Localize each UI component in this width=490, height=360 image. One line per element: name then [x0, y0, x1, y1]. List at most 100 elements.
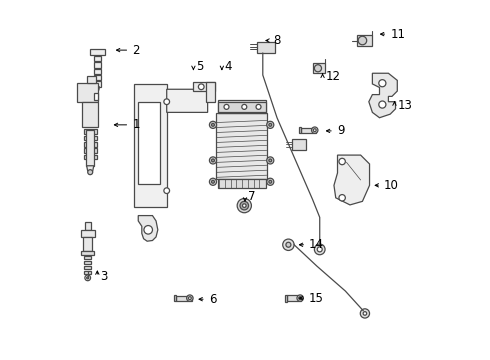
- Circle shape: [212, 123, 215, 126]
- Polygon shape: [90, 49, 105, 55]
- Polygon shape: [95, 87, 99, 90]
- Circle shape: [209, 157, 217, 164]
- Text: 12: 12: [325, 70, 341, 83]
- Bar: [194, 82, 215, 91]
- Circle shape: [87, 277, 89, 279]
- Text: 2: 2: [132, 44, 140, 57]
- Circle shape: [267, 178, 274, 185]
- Circle shape: [339, 158, 345, 165]
- Polygon shape: [299, 127, 301, 134]
- Bar: [83, 237, 92, 251]
- Circle shape: [144, 226, 152, 234]
- Circle shape: [237, 198, 251, 213]
- Text: 5: 5: [196, 60, 204, 73]
- Circle shape: [243, 204, 246, 207]
- Bar: [216, 113, 268, 179]
- Circle shape: [212, 159, 215, 162]
- Circle shape: [269, 159, 271, 162]
- Circle shape: [88, 170, 93, 175]
- Polygon shape: [81, 230, 95, 237]
- Bar: [77, 83, 98, 103]
- Circle shape: [269, 123, 271, 126]
- Text: 15: 15: [309, 292, 324, 305]
- Polygon shape: [167, 89, 208, 112]
- Bar: [293, 139, 306, 150]
- Circle shape: [164, 188, 170, 194]
- Text: 3: 3: [100, 270, 107, 283]
- Circle shape: [358, 36, 367, 45]
- Bar: [175, 296, 192, 301]
- Circle shape: [363, 312, 367, 315]
- Circle shape: [360, 309, 369, 318]
- Bar: [94, 75, 100, 80]
- Circle shape: [267, 157, 274, 164]
- Bar: [94, 69, 100, 74]
- Circle shape: [315, 244, 325, 255]
- Bar: [357, 35, 372, 46]
- Bar: [218, 179, 266, 188]
- Circle shape: [269, 180, 271, 183]
- Polygon shape: [285, 294, 287, 302]
- Bar: [94, 62, 100, 68]
- Circle shape: [187, 295, 193, 301]
- Circle shape: [198, 84, 204, 90]
- Circle shape: [312, 127, 318, 134]
- Bar: [84, 148, 97, 153]
- Bar: [94, 93, 98, 100]
- Text: 10: 10: [384, 179, 399, 192]
- Bar: [94, 56, 100, 61]
- Bar: [301, 128, 316, 133]
- Bar: [84, 155, 97, 159]
- Bar: [287, 295, 301, 301]
- Circle shape: [209, 121, 217, 129]
- Bar: [313, 63, 325, 73]
- Bar: [134, 84, 167, 207]
- Circle shape: [212, 180, 215, 183]
- Bar: [84, 129, 97, 134]
- Circle shape: [313, 129, 316, 132]
- Bar: [257, 42, 275, 53]
- Bar: [84, 135, 97, 140]
- Bar: [138, 102, 160, 184]
- Circle shape: [315, 65, 321, 72]
- Circle shape: [286, 242, 291, 247]
- Circle shape: [379, 80, 386, 87]
- Bar: [87, 76, 96, 83]
- Circle shape: [242, 104, 247, 109]
- Bar: [84, 256, 91, 259]
- Circle shape: [209, 178, 217, 185]
- Polygon shape: [87, 166, 94, 171]
- Polygon shape: [369, 73, 397, 118]
- Bar: [86, 130, 95, 166]
- Text: 14: 14: [309, 238, 324, 251]
- Text: 6: 6: [209, 293, 216, 306]
- Circle shape: [283, 239, 294, 251]
- Bar: [85, 222, 91, 230]
- Text: 7: 7: [248, 189, 255, 203]
- Circle shape: [297, 295, 303, 301]
- Circle shape: [164, 99, 170, 104]
- Circle shape: [85, 275, 91, 281]
- Bar: [84, 266, 91, 269]
- Circle shape: [224, 104, 229, 109]
- Bar: [84, 142, 97, 147]
- Circle shape: [189, 297, 191, 300]
- Polygon shape: [174, 295, 175, 301]
- Circle shape: [299, 297, 301, 300]
- Text: 8: 8: [273, 34, 281, 47]
- Bar: [206, 82, 215, 102]
- Bar: [94, 81, 100, 87]
- Text: 4: 4: [225, 60, 232, 73]
- Circle shape: [317, 247, 322, 252]
- Polygon shape: [81, 251, 94, 255]
- Bar: [84, 271, 91, 274]
- Circle shape: [267, 121, 274, 129]
- Bar: [218, 100, 266, 113]
- Bar: [82, 103, 98, 127]
- Polygon shape: [138, 216, 158, 241]
- Circle shape: [379, 101, 386, 108]
- Bar: [84, 261, 91, 264]
- Polygon shape: [334, 155, 369, 205]
- Text: 1: 1: [132, 118, 140, 131]
- Text: 9: 9: [337, 125, 344, 138]
